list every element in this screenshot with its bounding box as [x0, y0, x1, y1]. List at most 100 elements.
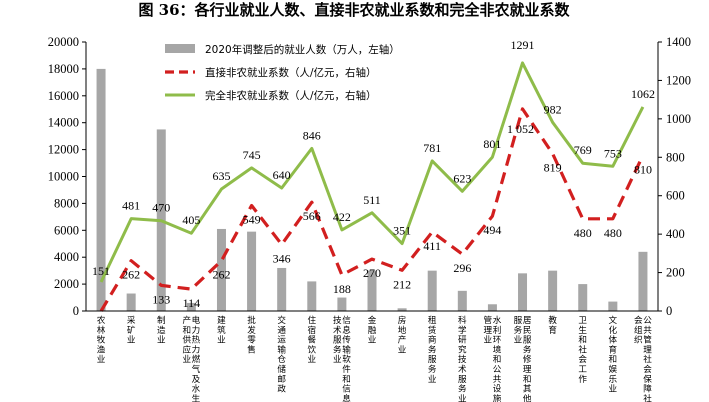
right-tick-label-6: 1200 — [666, 73, 691, 87]
left-tick-label-8: 16000 — [48, 89, 79, 103]
svg-text:理: 理 — [523, 364, 532, 375]
bar-1 — [126, 293, 136, 311]
total-label-0: 151 — [92, 264, 110, 278]
svg-text:和: 和 — [523, 374, 532, 385]
total-label-2: 470 — [152, 201, 170, 215]
svg-text:力: 力 — [192, 324, 201, 336]
svg-text:制: 制 — [157, 314, 166, 326]
x-tick-label-2: 制造业 — [157, 314, 166, 346]
direct-label-2: 133 — [152, 292, 170, 306]
svg-text:通: 通 — [277, 325, 286, 336]
svg-text:生: 生 — [192, 392, 201, 402]
svg-text:和: 和 — [609, 354, 618, 365]
right-tick-label-3: 600 — [666, 189, 685, 203]
svg-text:术: 术 — [458, 363, 467, 375]
svg-text:共: 共 — [643, 325, 652, 336]
left-tick-label-9: 18000 — [48, 62, 79, 76]
svg-text:业: 业 — [609, 384, 618, 395]
bar-5 — [247, 231, 257, 311]
total-label-4: 635 — [212, 169, 230, 183]
direct-label-11: 411 — [423, 239, 441, 253]
legend-label-direct: 直接非农就业系数（人/亿元，右轴） — [205, 66, 377, 79]
svg-text:信: 信 — [342, 314, 351, 326]
svg-text:热: 热 — [192, 334, 201, 346]
svg-text:和: 和 — [342, 374, 351, 385]
bar-14 — [518, 273, 528, 311]
svg-text:信: 信 — [342, 383, 351, 395]
chart-title: 图 36：各行业就业人数、直接非农就业系数和完全非农就业系数 — [138, 1, 570, 19]
svg-text:业: 业 — [484, 335, 493, 346]
direct-label-16: 480 — [574, 226, 592, 240]
right-tick-label-4: 800 — [666, 150, 685, 164]
x-tick-label-15: 教育 — [548, 314, 557, 336]
legend-label-total: 完全非农就业系数（人/亿元，右轴） — [205, 89, 377, 102]
bar-9 — [367, 270, 377, 311]
svg-text:传: 传 — [342, 334, 351, 346]
svg-text:燃: 燃 — [192, 353, 201, 365]
svg-text:管: 管 — [643, 334, 652, 346]
svg-text:会: 会 — [634, 314, 643, 326]
svg-text:邮: 邮 — [277, 373, 286, 385]
direct-label-1: 262 — [122, 268, 140, 282]
right-tick-label-7: 1400 — [666, 35, 691, 49]
bar-17 — [608, 301, 618, 311]
svg-text:商: 商 — [428, 334, 437, 346]
svg-text:房: 房 — [398, 314, 407, 326]
svg-text:社: 社 — [643, 353, 652, 365]
svg-text:技: 技 — [333, 314, 342, 326]
bar-8 — [337, 297, 347, 311]
svg-text:科: 科 — [458, 314, 467, 326]
bar-10 — [397, 308, 407, 311]
svg-text:力: 力 — [192, 343, 201, 355]
svg-text:民: 民 — [523, 325, 532, 336]
bar-13 — [487, 304, 497, 311]
svg-text:软: 软 — [342, 353, 351, 365]
total-label-1: 481 — [122, 199, 140, 213]
total-label-13: 801 — [483, 137, 501, 151]
bar-15 — [548, 270, 558, 311]
legend: 2020年调整后的就业人数（万人，左轴） 直接非农就业系数（人/亿元，右轴） 完全非… — [165, 43, 400, 102]
svg-text:研: 研 — [458, 335, 467, 346]
svg-text:批: 批 — [247, 314, 256, 326]
svg-text:餐: 餐 — [307, 335, 316, 346]
svg-text:电: 电 — [192, 314, 201, 326]
svg-text:筑: 筑 — [217, 324, 226, 336]
bar-0 — [96, 68, 106, 312]
direct-label-13: 494 — [483, 223, 501, 237]
svg-text:学: 学 — [458, 324, 467, 336]
direct-label-17: 480 — [604, 226, 622, 240]
total-label-3: 405 — [182, 213, 200, 227]
left-tick-label-0: 0 — [73, 304, 79, 318]
legend-label-bar: 2020年调整后的就业人数（万人，左轴） — [205, 43, 400, 56]
left-tick-label-6: 12000 — [48, 143, 79, 157]
right-tick-label-2: 400 — [666, 227, 685, 241]
svg-text:理: 理 — [484, 325, 493, 336]
svg-text:环: 环 — [493, 335, 502, 346]
axes: 0200040006000800010000120001400016000180… — [48, 35, 691, 402]
svg-text:和: 和 — [493, 354, 502, 365]
line-series — [99, 61, 645, 312]
svg-text:业: 业 — [127, 335, 136, 346]
total-label-15: 982 — [544, 102, 562, 116]
svg-text:服: 服 — [458, 374, 467, 385]
svg-text:赁: 赁 — [428, 324, 437, 336]
direct-label-18: 810 — [634, 162, 652, 176]
x-tick-label-4: 建筑业 — [217, 314, 226, 346]
svg-text:术: 术 — [333, 324, 342, 336]
direct-label-5: 549 — [243, 213, 261, 227]
svg-text:息: 息 — [342, 392, 351, 402]
svg-text:交: 交 — [277, 314, 286, 326]
svg-text:造: 造 — [157, 324, 166, 336]
direct-label-12: 296 — [453, 261, 471, 275]
svg-text:矿: 矿 — [127, 324, 136, 336]
svg-text:究: 究 — [458, 343, 467, 355]
svg-text:障: 障 — [643, 383, 652, 395]
total-label-12: 623 — [453, 171, 471, 185]
svg-text:作: 作 — [578, 373, 587, 385]
